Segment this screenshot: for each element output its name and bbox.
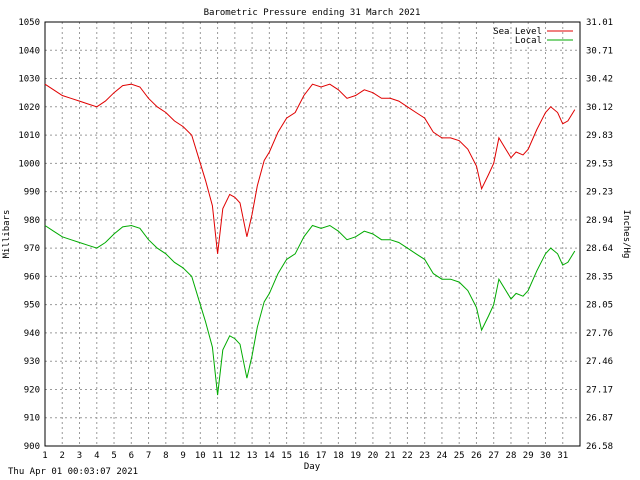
y-tick-label-left: 950 [24,301,40,311]
y-tick-label-left: 910 [24,414,40,424]
x-tick-label: 19 [350,451,361,461]
y-tick-label-left: 1040 [18,46,40,56]
y-tick-label-right: 27.46 [586,357,613,367]
y-tick-label-left: 1010 [18,131,40,141]
x-tick-label: 24 [437,451,448,461]
y-tick-label-left: 980 [24,216,40,226]
x-tick-label: 22 [402,451,413,461]
grid [44,21,580,447]
x-axis: 1 2 3 4 5 6 7 8 9 10 11 12 13 14 15 16 17 18 19 20 21 22 23 24 2… [42,451,568,461]
x-tick-label: 2 [60,451,65,461]
y-tick-label-right: 28.05 [586,301,613,311]
y-tick-label-left: 940 [24,329,40,339]
y-tick-label-right: 29.23 [586,188,613,198]
y-tick-label-left: 1020 [18,103,40,113]
plot-frame [44,21,581,447]
x-tick-label: 23 [419,451,430,461]
x-tick-label: 5 [111,451,116,461]
y-tick-label-right: 28.35 [586,272,613,282]
y-axis-left: 900 910 920 930 940 950 960 970 980 990 1000 1010 10… [18,18,40,452]
x-tick-label: 11 [212,451,223,461]
x-tick-label: 3 [77,451,82,461]
x-tick-label: 31 [557,451,568,461]
series-lines [44,83,576,396]
footer-timestamp: Thu Apr 01 00:03:07 2021 [8,467,139,477]
series-line-sea-level [44,83,576,254]
y-tick-label-right: 29.83 [586,131,613,141]
x-tick-label: 14 [264,451,275,461]
y-tick-label-right: 26.58 [586,442,613,452]
x-tick-label: 10 [195,451,206,461]
legend-label: Local [515,36,542,46]
y-axis-label-right: Inches/Hg [621,210,631,259]
x-tick-label: 25 [454,451,465,461]
y-tick-label-right: 30.71 [586,46,613,56]
x-tick-label: 1 [42,451,47,461]
y-tick-label-left: 1050 [18,18,40,28]
x-tick-label: 29 [523,451,534,461]
x-tick-label: 4 [94,451,99,461]
series-line-local [44,224,576,396]
y-tick-label-left: 990 [24,188,40,198]
y-tick-label-right: 28.64 [586,244,613,254]
x-tick-label: 15 [281,451,292,461]
x-tick-label: 28 [506,451,517,461]
x-tick-label: 27 [488,451,499,461]
y-tick-label-right: 31.01 [586,18,613,28]
y-tick-label-left: 930 [24,357,40,367]
y-tick-label-left: 970 [24,244,40,254]
y-tick-label-left: 900 [24,442,40,452]
legend-label: Sea Level [493,27,542,37]
y-tick-label-right: 27.17 [586,385,613,395]
y-tick-label-right: 27.76 [586,329,613,339]
y-tick-label-right: 26.87 [586,414,613,424]
y-tick-label-right: 29.53 [586,159,613,169]
y-tick-label-left: 960 [24,272,40,282]
x-tick-label: 20 [367,451,378,461]
y-axis-right: 26.58 26.87 27.17 27.46 27.76 28.05 28.35 28.64… [586,18,613,452]
x-tick-label: 8 [163,451,168,461]
x-tick-label: 12 [229,451,240,461]
y-tick-label-right: 28.94 [586,216,613,226]
x-tick-label: 9 [180,451,185,461]
y-tick-label-left: 1000 [18,159,40,169]
x-tick-label: 16 [298,451,309,461]
y-tick-label-right: 30.12 [586,103,613,113]
x-tick-label: 7 [146,451,151,461]
chart-title: Barometric Pressure ending 31 March 2021 [204,8,421,18]
x-tick-label: 17 [316,451,327,461]
x-tick-label: 6 [129,451,134,461]
x-tick-label: 30 [540,451,551,461]
y-tick-label-left: 920 [24,385,40,395]
x-tick-label: 26 [471,451,482,461]
x-tick-label: 18 [333,451,344,461]
y-tick-label-right: 30.42 [586,75,613,85]
x-tick-label: 13 [247,451,258,461]
y-tick-label-left: 1030 [18,75,40,85]
y-axis-label-left: Millibars [2,210,12,259]
x-axis-label: Day [304,462,321,472]
x-tick-label: 21 [385,451,396,461]
